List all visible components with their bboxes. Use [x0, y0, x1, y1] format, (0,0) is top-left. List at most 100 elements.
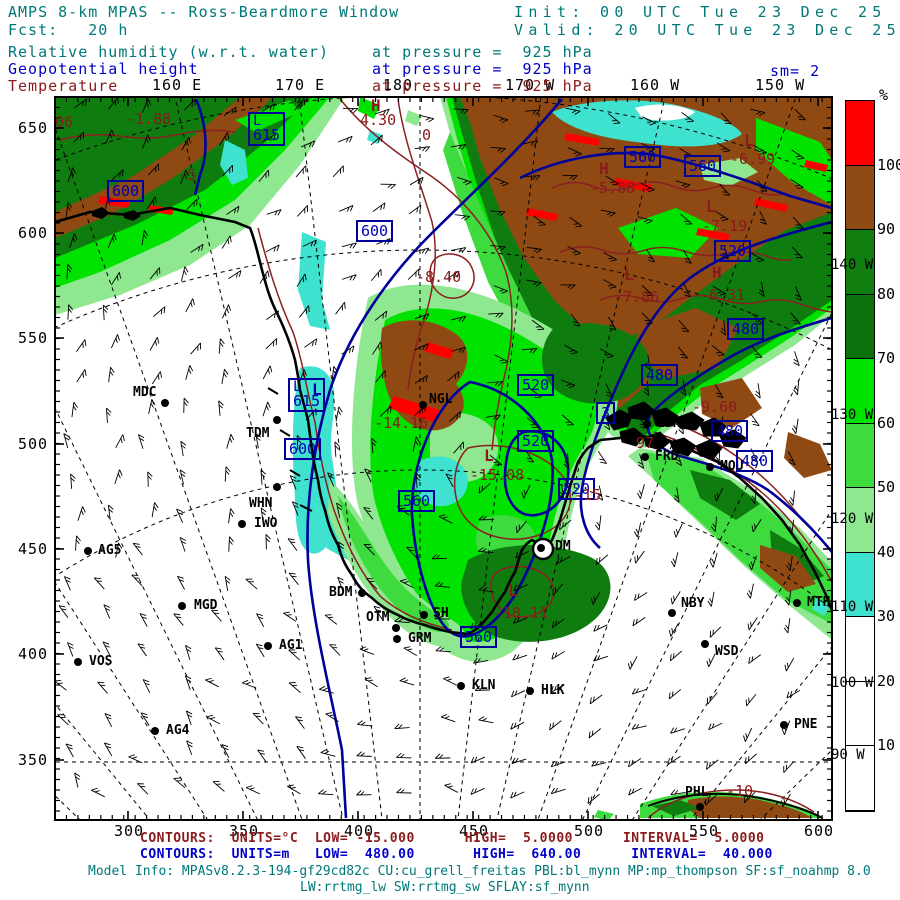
station-label-otm: OTM [366, 610, 390, 625]
field2-level: at pressure = 925 hPa [372, 60, 593, 78]
low-marker: L [484, 446, 494, 465]
right-lon-label: 130 W [831, 407, 874, 423]
temp-label: -8.40 [416, 268, 462, 286]
right-lon-label: 140 W [831, 257, 874, 273]
colorbar-segment [846, 552, 874, 618]
rh-colorbar [845, 100, 875, 812]
station-dot-sh [420, 611, 428, 619]
temp-label: -5 [178, 166, 197, 184]
station-label-bdm: BDM [329, 585, 353, 600]
station-dot-mdc [161, 399, 169, 407]
height-label-box: 480 [736, 450, 774, 472]
right-lon-label: 110 W [831, 599, 874, 615]
y-axis-tick-label: 400 [18, 645, 49, 663]
height-label-box: 560 [624, 146, 662, 168]
station-dot-ag1 [264, 642, 272, 650]
colorbar-segment [846, 294, 874, 360]
height-label-box: L 615 [248, 112, 286, 146]
station-label-pne: PNE [794, 717, 818, 732]
wind-barbs [56, 98, 806, 808]
height-value: 480 [646, 366, 674, 384]
station-dot-bdm [358, 589, 366, 597]
station-label-edk: EDK [657, 416, 681, 431]
top-lon-label: 150 W [755, 76, 806, 94]
height-label-box: 520 [517, 430, 555, 452]
height-value: 615 [293, 392, 321, 410]
height-value: 600 [289, 440, 317, 458]
temp-label: -18.11 [494, 604, 549, 622]
height-label-box: 480 [727, 318, 765, 340]
station-dot-nby [668, 609, 676, 617]
forecast-hour: Fcst: 20 h [8, 21, 129, 39]
x-axis-tick-label: 350 [229, 822, 260, 840]
temp-label: -5.88 [590, 179, 636, 197]
right-lon-label: 90 W [831, 747, 865, 763]
field1-name: Relative humidity (w.r.t. water) [8, 43, 329, 61]
height-value: 520 [522, 432, 550, 450]
map-frame [54, 96, 833, 821]
height-value: 520 [563, 480, 591, 498]
low-center-L: L [293, 379, 302, 395]
field3-name: Temperature [8, 77, 119, 95]
colorbar-segment [846, 359, 874, 424]
station-label-phl: PHL [685, 785, 709, 800]
height-label-box: L 615 [288, 378, 326, 412]
top-lon-label: 160 E [152, 76, 203, 94]
low-marker: L [624, 265, 634, 284]
height-value: 480 [741, 452, 769, 470]
temperature-contours [59, 98, 831, 819]
temp-label: -1.88 [126, 110, 172, 128]
right-lon-label: 120 W [831, 511, 874, 527]
station-label-ag5: AG5 [98, 543, 122, 558]
colorbar-tick-label: 80 [877, 285, 896, 303]
height-value: 520 [719, 242, 747, 260]
station-label-vos: VOS [89, 654, 113, 669]
low-marker: L [312, 380, 322, 399]
station-dot-ag5 [84, 547, 92, 555]
low-marker: L [706, 197, 716, 216]
plot-title: AMPS 8-km MPAS -- Ross-Beardmore Window [8, 3, 400, 21]
station-dot-hlk [526, 687, 534, 695]
colorbar-segment [846, 746, 874, 811]
field1-level: at pressure = 925 hPa [372, 43, 593, 61]
station-dot-whn [273, 483, 281, 491]
station-dot-mth [793, 599, 801, 607]
coastline [56, 206, 831, 819]
temp-label: -6.31 [700, 286, 746, 304]
station-dot-wsd [701, 640, 709, 648]
x-axis-tick-label: 450 [459, 822, 490, 840]
station-label-tdm: TDM [246, 426, 270, 441]
colorbar-tick-label: 100 [877, 156, 900, 174]
model-info-line1: Model Info: MPASv8.2.3-194-gf29cd82c CU:… [88, 864, 871, 879]
high-marker: H [371, 96, 381, 115]
colorbar-segment [846, 165, 874, 231]
height-value: 3 [601, 404, 611, 422]
y-axis-tick-label: 350 [18, 751, 49, 769]
colorbar-tick-label: 40 [877, 543, 896, 561]
temp-label: -15.08 [470, 466, 525, 484]
high-marker: H [712, 263, 722, 282]
station-dot-mgd [178, 602, 186, 610]
height-label-box: 520 [714, 240, 752, 262]
y-axis-tick-label: 600 [18, 224, 49, 242]
height-label-box: 560 [398, 490, 436, 512]
colorbar-segment [846, 617, 874, 682]
height-value: 560 [689, 157, 717, 175]
height-value: 480 [732, 320, 760, 338]
station-dot-kln [457, 682, 465, 690]
temp-label: -6.99 [730, 150, 776, 168]
init-time: Init: 00 UTC Tue 23 Dec 25 [514, 3, 887, 21]
colorbar-tick-label: 70 [877, 349, 896, 367]
station-dot-ngl [419, 401, 427, 409]
x-axis-tick-label: 400 [344, 822, 375, 840]
colorbar-tick-label: 10 [877, 736, 896, 754]
x-axis-tick-label: 600 [804, 822, 835, 840]
temp-label: 0 [422, 126, 432, 144]
height-value: 480 [716, 422, 744, 440]
colorbar-segment [846, 681, 874, 747]
height-value: 560 [629, 148, 657, 166]
station-dot-pne [780, 721, 788, 729]
height-value: 600 [112, 182, 140, 200]
colorbar-segment [846, 488, 874, 553]
